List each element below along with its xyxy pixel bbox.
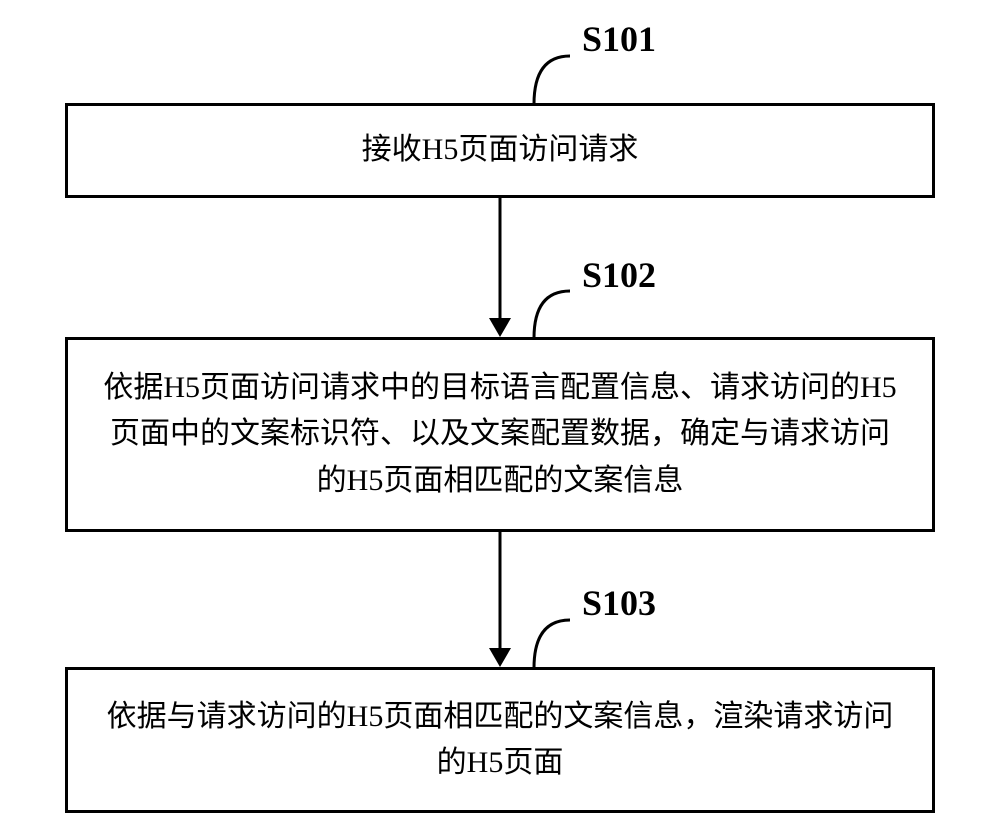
label-connector-s101 bbox=[534, 56, 570, 104]
step-label-s103: S103 bbox=[582, 582, 656, 624]
flow-node-s103: 依据与请求访问的H5页面相匹配的文案信息，渲染请求访问的H5页面 bbox=[65, 667, 935, 813]
flow-node-text: 依据与请求访问的H5页面相匹配的文案信息，渲染请求访问的H5页面 bbox=[96, 694, 904, 787]
label-connector-s102 bbox=[534, 291, 570, 338]
flow-node-s101: 接收H5页面访问请求 bbox=[65, 103, 935, 198]
flowchart-canvas: 接收H5页面访问请求 S101 依据H5页面访问请求中的目标语言配置信息、请求访… bbox=[0, 0, 1000, 817]
flow-node-text: 接收H5页面访问请求 bbox=[362, 127, 639, 174]
step-label-s102: S102 bbox=[582, 254, 656, 296]
arrowhead-s101-s102 bbox=[489, 318, 511, 337]
arrowhead-s102-s103 bbox=[489, 648, 511, 667]
flow-node-text: 依据H5页面访问请求中的目标语言配置信息、请求访问的H5页面中的文案标识符、以及… bbox=[96, 365, 904, 505]
step-label-s101: S101 bbox=[582, 18, 656, 60]
label-connector-s103 bbox=[534, 620, 570, 668]
flow-node-s102: 依据H5页面访问请求中的目标语言配置信息、请求访问的H5页面中的文案标识符、以及… bbox=[65, 337, 935, 532]
